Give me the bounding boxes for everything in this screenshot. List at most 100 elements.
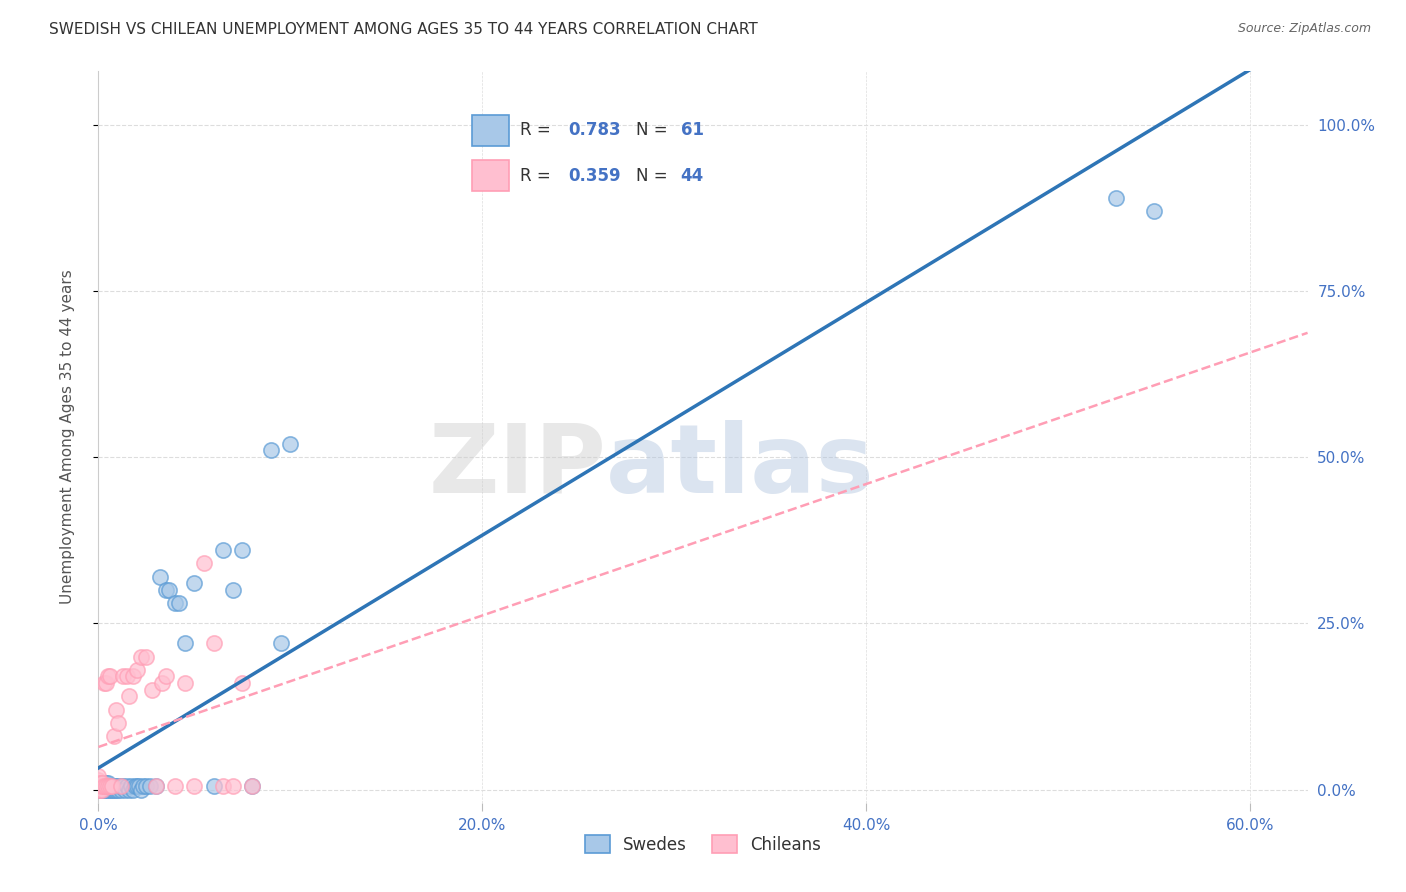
Point (165, 596, 187, 610)
Point (150, 676, 173, 690)
Point (94, 779, 117, 793)
Point (94, 779, 117, 793)
Text: SWEDISH VS CHILEAN UNEMPLOYMENT AMONG AGES 35 TO 44 YEARS CORRELATION CHART: SWEDISH VS CHILEAN UNEMPLOYMENT AMONG AG… (49, 22, 758, 37)
Text: 0.359: 0.359 (568, 167, 620, 185)
Point (167, 596, 190, 610)
Text: R =: R = (520, 121, 557, 139)
Point (98, 779, 121, 793)
Point (94, 782, 117, 797)
Point (145, 779, 167, 793)
Point (240, 779, 263, 793)
Point (87, 779, 110, 793)
Point (222, 779, 245, 793)
Point (101, 779, 124, 793)
Bar (472, 115, 509, 146)
Point (91, 779, 114, 793)
Point (131, 779, 153, 793)
Point (112, 779, 135, 793)
Point (212, 779, 235, 793)
Point (91, 782, 114, 797)
Point (173, 676, 195, 690)
Point (193, 557, 215, 571)
Point (1143, 204, 1166, 219)
Point (91, 776, 114, 790)
Point (93, 782, 115, 797)
Point (91, 782, 114, 797)
Text: 61: 61 (681, 121, 703, 139)
Text: R =: R = (520, 167, 557, 185)
Point (87, 782, 110, 797)
Point (91, 776, 114, 790)
Point (103, 782, 125, 797)
Point (110, 779, 132, 793)
Point (97, 779, 120, 793)
Point (98, 782, 121, 797)
Point (260, 443, 283, 458)
Point (122, 782, 145, 797)
Point (104, 782, 127, 797)
Point (280, 436, 302, 450)
Point (183, 576, 205, 591)
Point (222, 582, 245, 597)
Point (87, 779, 110, 793)
Point (165, 779, 187, 793)
Point (97, 782, 120, 797)
Point (202, 636, 225, 650)
Point (112, 669, 135, 683)
Point (135, 779, 157, 793)
Text: ZIP: ZIP (429, 420, 606, 513)
Point (107, 782, 129, 797)
Bar (472, 160, 509, 191)
Point (135, 649, 157, 664)
Point (101, 782, 124, 797)
Point (212, 543, 235, 558)
Point (110, 779, 132, 793)
Point (231, 543, 253, 558)
Point (104, 703, 127, 717)
Point (115, 669, 138, 683)
Text: atlas: atlas (606, 420, 875, 513)
Point (128, 779, 150, 793)
Point (104, 779, 127, 793)
Point (141, 682, 163, 697)
Legend: Swedes, Chileans: Swedes, Chileans (578, 829, 828, 860)
Point (240, 779, 263, 793)
Point (120, 779, 142, 793)
Point (93, 676, 115, 690)
Point (1104, 191, 1126, 205)
Point (89, 776, 111, 790)
Point (107, 716, 129, 731)
Text: N =: N = (636, 121, 672, 139)
Point (114, 782, 136, 797)
Point (173, 636, 195, 650)
Point (270, 636, 292, 650)
Point (89, 779, 111, 793)
Point (115, 779, 138, 793)
Point (129, 782, 152, 797)
Point (155, 582, 177, 597)
Point (110, 782, 132, 797)
Point (98, 669, 121, 683)
Point (122, 669, 145, 683)
Y-axis label: Unemployment Among Ages 35 to 44 years: Unemployment Among Ages 35 to 44 years (60, 269, 75, 605)
Point (87, 782, 110, 797)
Point (87, 776, 110, 790)
Point (89, 779, 111, 793)
Text: 0.783: 0.783 (568, 121, 620, 139)
Point (89, 776, 111, 790)
Point (139, 779, 162, 793)
Point (183, 779, 205, 793)
Point (202, 779, 225, 793)
Point (94, 776, 117, 790)
Point (93, 776, 115, 790)
Point (97, 776, 120, 790)
Point (155, 669, 177, 683)
Point (125, 663, 148, 677)
Point (98, 779, 121, 793)
Point (97, 669, 120, 683)
Point (129, 649, 152, 664)
Point (107, 779, 129, 793)
Point (145, 779, 167, 793)
Point (91, 779, 114, 793)
Point (97, 779, 120, 793)
